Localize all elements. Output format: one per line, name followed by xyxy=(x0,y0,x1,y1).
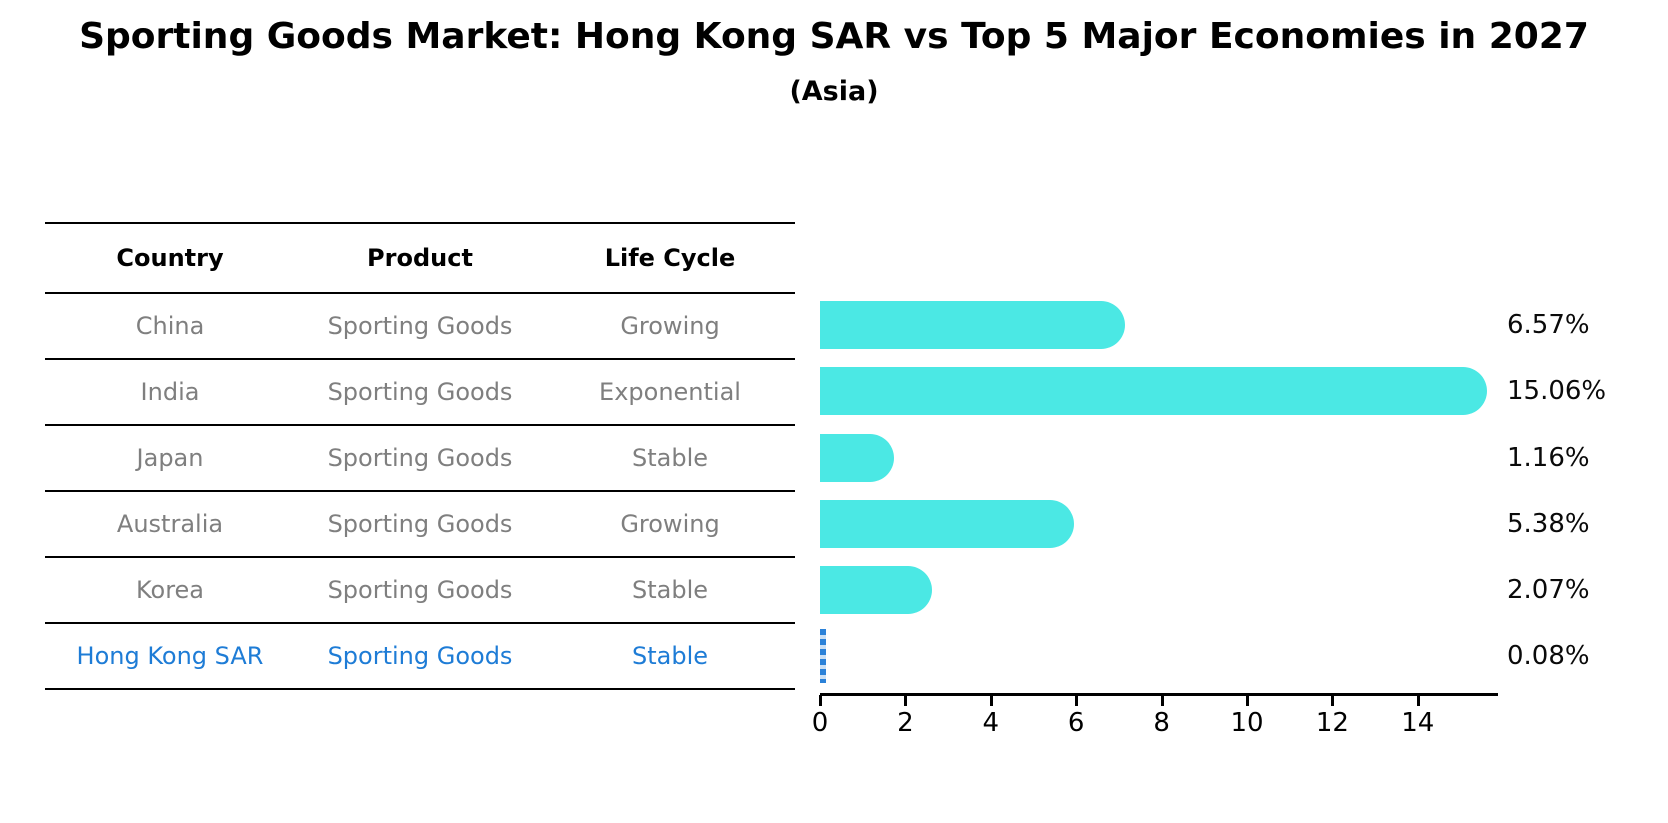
cell-product: Sporting Goods xyxy=(327,378,513,406)
cell-life-cycle: Exponential xyxy=(599,378,741,406)
value-label-japan: 1.16% xyxy=(1507,442,1590,473)
x-axis-tick xyxy=(1331,695,1335,706)
page-title: Sporting Goods Market: Hong Kong SAR vs … xyxy=(79,16,1589,57)
table-row: Hong Kong SAR Sporting Goods Stable xyxy=(45,624,795,690)
bar-china xyxy=(820,301,1125,350)
cell-product: Sporting Goods xyxy=(327,576,513,604)
cell-country: India xyxy=(140,378,200,406)
bar-korea xyxy=(820,565,933,614)
cell-country: China xyxy=(135,312,205,340)
header-cell-country: Country xyxy=(116,244,224,272)
cell-product: Sporting Goods xyxy=(327,444,513,472)
cell-life-cycle: Stable xyxy=(631,444,709,472)
x-axis-tick xyxy=(989,695,993,706)
bar-hong-kong-sar xyxy=(820,629,826,684)
cell-product: Sporting Goods xyxy=(327,312,513,340)
cell-life-cycle: Growing xyxy=(620,510,720,538)
cell-country: Japan xyxy=(136,444,204,472)
page-subtitle: (Asia) xyxy=(789,76,879,107)
value-label-hong-kong-sar: 0.08% xyxy=(1507,641,1590,672)
x-axis-tick-label: 12 xyxy=(1315,708,1349,738)
table-header-row: Country Product Life Cycle xyxy=(45,224,795,294)
x-axis-tick xyxy=(1160,695,1164,706)
cell-product: Sporting Goods xyxy=(327,510,513,538)
table-row: Australia Sporting Goods Growing xyxy=(45,492,795,558)
table-row: India Sporting Goods Exponential xyxy=(45,360,795,426)
cell-life-cycle: Stable xyxy=(631,576,709,604)
comparison-table: Country Product Life Cycle China Sportin… xyxy=(45,222,795,690)
x-axis-tick xyxy=(819,695,822,706)
cell-life-cycle: Stable xyxy=(631,642,709,670)
table-row: Japan Sporting Goods Stable xyxy=(45,426,795,492)
x-axis-tick-label: 2 xyxy=(897,708,914,738)
x-axis-tick-label: 6 xyxy=(1067,708,1085,738)
header-cell-life-cycle: Life Cycle xyxy=(604,244,736,272)
value-label-korea: 2.07% xyxy=(1507,574,1590,605)
x-axis-tick-label: 10 xyxy=(1230,708,1264,738)
x-axis-tick-label: 8 xyxy=(1153,708,1170,738)
table-row: China Sporting Goods Growing xyxy=(45,294,795,360)
cell-country: Korea xyxy=(135,576,205,604)
cell-product: Sporting Goods xyxy=(327,642,513,670)
x-axis-line xyxy=(820,693,1498,696)
cell-life-cycle: Growing xyxy=(620,312,720,340)
x-axis-tick xyxy=(904,695,908,706)
bar-japan xyxy=(820,433,894,482)
x-axis-tick-label: 0 xyxy=(811,708,829,738)
value-label-india: 15.06% xyxy=(1507,376,1607,407)
x-axis-tick-label: 14 xyxy=(1401,708,1435,738)
header-cell-product: Product xyxy=(367,244,473,272)
bar-india xyxy=(820,367,1488,416)
bar-australia xyxy=(820,499,1074,548)
value-label-australia: 5.38% xyxy=(1507,508,1590,539)
x-axis-tick xyxy=(1416,695,1420,706)
x-axis-tick-label: 4 xyxy=(982,708,1000,738)
table-row: Korea Sporting Goods Stable xyxy=(45,558,795,624)
value-label-china: 6.57% xyxy=(1507,310,1590,341)
x-axis-tick xyxy=(1075,695,1079,706)
cell-country: Australia xyxy=(116,510,224,538)
cell-country: Hong Kong SAR xyxy=(76,642,264,670)
x-axis-tick xyxy=(1246,695,1249,706)
